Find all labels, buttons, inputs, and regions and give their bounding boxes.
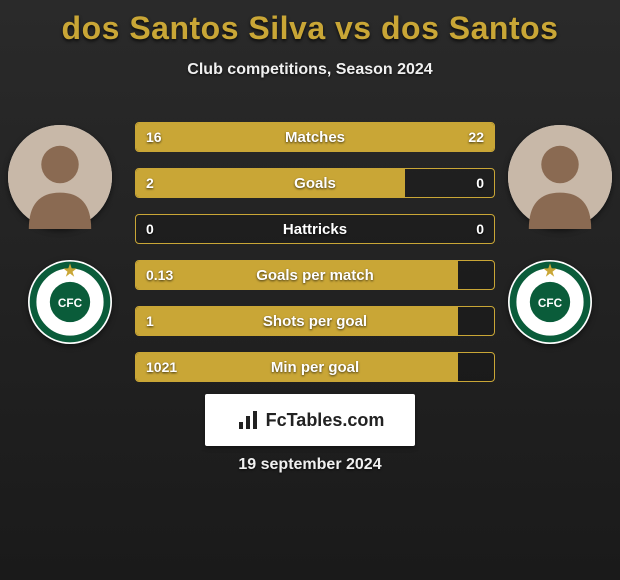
- date-label: 19 september 2024: [0, 456, 620, 474]
- source-badge: FcTables.com: [205, 394, 415, 446]
- stat-value-right: 0: [476, 215, 484, 243]
- stat-label: Hattricks: [136, 215, 494, 243]
- chart-icon: [236, 408, 260, 432]
- player-avatar-left: [8, 125, 112, 229]
- svg-text:CFC: CFC: [538, 297, 563, 310]
- subtitle: Club competitions, Season 2024: [0, 61, 620, 79]
- club-badge-left: CFC: [28, 260, 112, 344]
- player-avatar-right: [508, 125, 612, 229]
- stat-value-right: 0: [476, 169, 484, 197]
- stat-fill-left: [136, 307, 458, 335]
- stats-bars: 1622Matches20Goals00Hattricks0.13Goals p…: [135, 122, 495, 398]
- stat-row: 0 0Hattricks: [135, 214, 495, 244]
- page-title: dos Santos Silva vs dos Santos: [0, 0, 620, 47]
- stat-row: 1622Matches: [135, 122, 495, 152]
- stat-row: 20Goals: [135, 168, 495, 198]
- source-label: FcTables.com: [266, 410, 385, 431]
- stat-fill-right: [272, 123, 494, 151]
- stat-value-left: 0: [146, 215, 154, 243]
- stat-row: 0.13Goals per match: [135, 260, 495, 290]
- stat-fill-left: [136, 261, 458, 289]
- stat-fill-left: [136, 123, 272, 151]
- stat-fill-left: [136, 169, 405, 197]
- stat-fill-left: [136, 353, 458, 381]
- stat-row: 1021Min per goal: [135, 352, 495, 382]
- club-badge-right: CFC: [508, 260, 592, 344]
- stat-row: 1Shots per goal: [135, 306, 495, 336]
- svg-text:CFC: CFC: [58, 297, 83, 310]
